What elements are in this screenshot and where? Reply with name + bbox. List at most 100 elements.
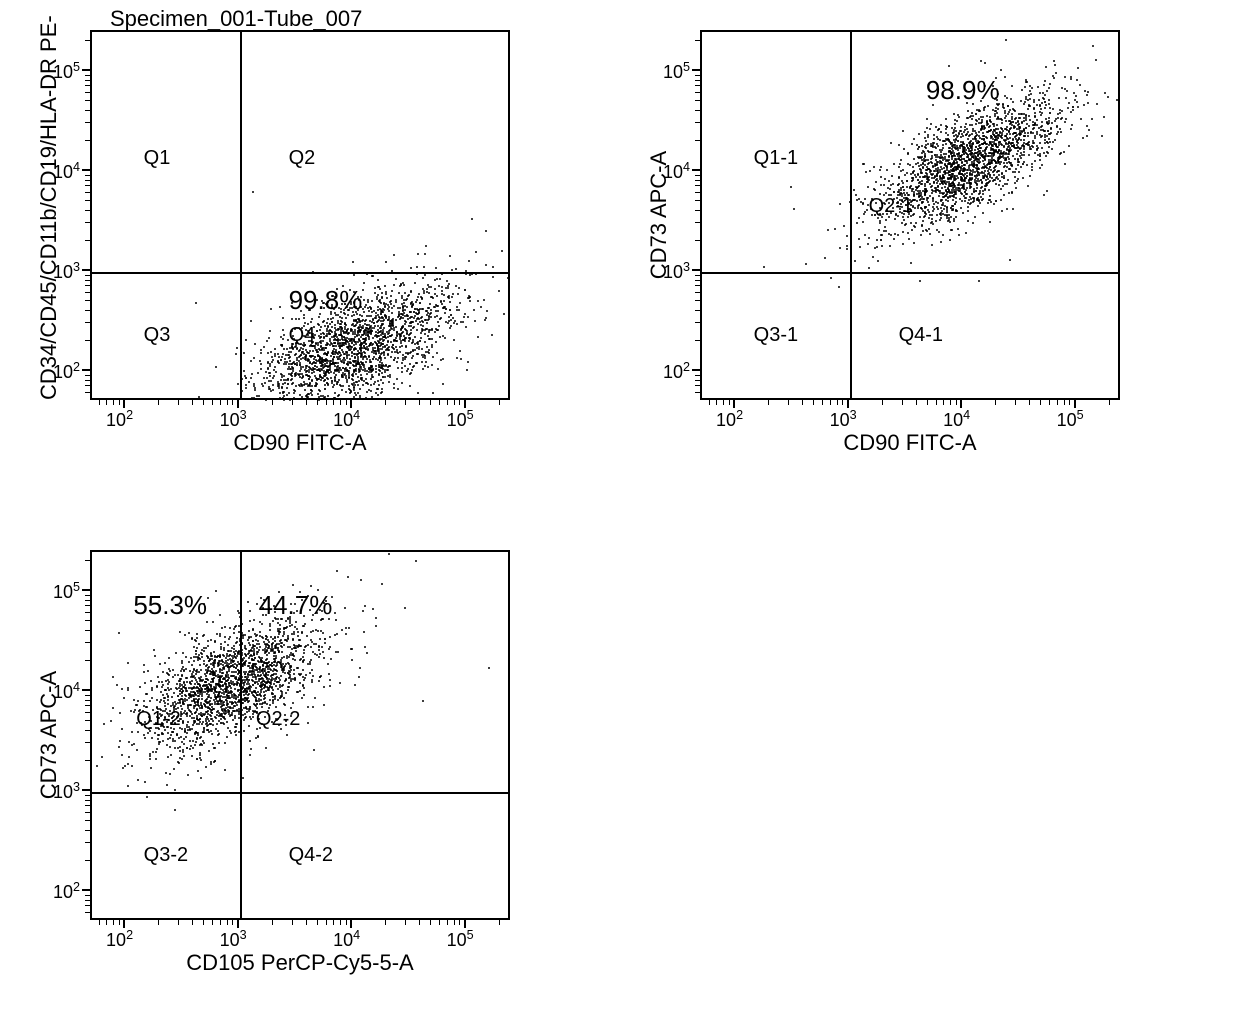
x-minor-tick [499, 400, 500, 405]
scatter-point [867, 186, 869, 188]
scatter-point [922, 198, 924, 200]
scatter-point [982, 212, 984, 214]
scatter-point [282, 329, 284, 331]
scatter-point [938, 195, 940, 197]
scatter-point [958, 116, 960, 118]
scatter-point [966, 172, 968, 174]
scatter-point [944, 156, 946, 158]
scatter-point [960, 136, 962, 138]
scatter-point [267, 368, 269, 370]
scatter-point [938, 128, 940, 130]
scatter-point [1065, 97, 1067, 99]
scatter-point [989, 120, 991, 122]
scatter-point [1003, 177, 1005, 179]
scatter-point [338, 371, 340, 373]
scatter-point [287, 378, 289, 380]
scatter-point [282, 635, 284, 637]
scatter-point [347, 341, 349, 343]
scatter-point [390, 356, 392, 358]
scatter-point [356, 353, 358, 355]
scatter-point [396, 340, 398, 342]
scatter-point [868, 237, 870, 239]
scatter-point [902, 231, 904, 233]
scatter-point [437, 321, 439, 323]
scatter-point [921, 225, 923, 227]
scatter-point [946, 169, 948, 171]
scatter-point [931, 214, 933, 216]
scatter-point [324, 325, 326, 327]
scatter-point [1002, 152, 1004, 154]
scatter-point [334, 342, 336, 344]
scatter-point [413, 317, 415, 319]
x-minor-tick [1040, 400, 1041, 405]
scatter-point [399, 336, 401, 338]
scatter-point [856, 199, 858, 201]
scatter-point [877, 260, 879, 262]
scatter-point [162, 740, 164, 742]
scatter-point [926, 118, 928, 120]
scatter-point [1020, 157, 1022, 159]
scatter-point [1000, 199, 1002, 201]
scatter-point [367, 383, 369, 385]
scatter-point [1034, 160, 1036, 162]
scatter-point [437, 305, 439, 307]
scatter-point [417, 253, 419, 255]
scatter-point [344, 326, 346, 328]
scatter-point [387, 369, 389, 371]
scatter-point [921, 202, 923, 204]
scatter-point [864, 211, 866, 213]
scatter-point [415, 301, 417, 303]
scatter-point [370, 315, 372, 317]
scatter-point [250, 320, 252, 322]
scatter-point [960, 207, 962, 209]
x-tick-mark [1074, 400, 1076, 408]
scatter-point [931, 189, 933, 191]
y-minor-tick [695, 200, 700, 201]
x-tick-label: 104 [943, 408, 970, 431]
scatter-point [910, 222, 912, 224]
scatter-point [283, 348, 285, 350]
scatter-point [404, 323, 406, 325]
scatter-point [953, 135, 955, 137]
x-tick-label: 105 [1057, 408, 1084, 431]
scatter-point [1027, 99, 1029, 101]
scatter-point [1025, 81, 1027, 83]
scatter-point [929, 195, 931, 197]
x-minor-tick [113, 400, 114, 405]
scatter-point [421, 361, 423, 363]
scatter-point [359, 388, 361, 390]
scatter-point [324, 396, 326, 398]
scatter-point [843, 225, 845, 227]
scatter-point [996, 118, 998, 120]
scatter-point [428, 292, 430, 294]
scatter-point [334, 365, 336, 367]
x-minor-tick [936, 400, 937, 405]
scatter-point [313, 371, 315, 373]
scatter-point [395, 278, 397, 280]
scatter-point [281, 345, 283, 347]
scatter-point [862, 221, 864, 223]
scatter-point [1009, 259, 1011, 261]
scatter-point [995, 200, 997, 202]
scatter-point [388, 316, 390, 318]
scatter-point [906, 172, 908, 174]
scatter-point [955, 193, 957, 195]
scatter-point [376, 336, 378, 338]
scatter-point [1077, 106, 1079, 108]
scatter-point [1012, 138, 1014, 140]
scatter-point [377, 279, 379, 281]
scatter-point [195, 302, 197, 304]
y-minor-tick [695, 80, 700, 81]
scatter-point [189, 715, 191, 717]
scatter-point [930, 143, 932, 145]
scatter-point [994, 113, 996, 115]
scatter-point [491, 334, 493, 336]
scatter-point [270, 390, 272, 392]
scatter-point [252, 191, 254, 193]
scatter-point [1017, 161, 1019, 163]
scatter-point [1044, 94, 1046, 96]
scatter-point [354, 684, 356, 686]
x-minor-tick [723, 400, 724, 405]
scatter-point [243, 730, 245, 732]
scatter-point [270, 351, 272, 353]
